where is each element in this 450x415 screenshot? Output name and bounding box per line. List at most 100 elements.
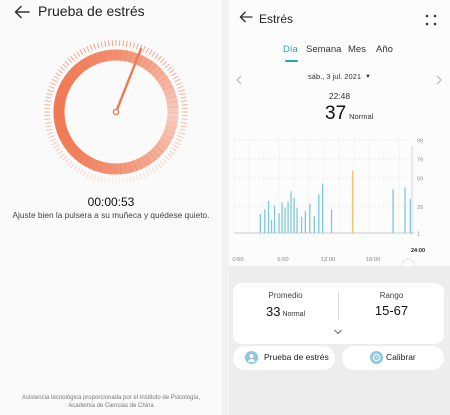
- dial-ring-segment: [129, 51, 138, 64]
- dial-ring-segment: [137, 55, 148, 68]
- dial-ring-segment: [120, 49, 128, 62]
- dial-ring-segment: [133, 158, 143, 171]
- calibrate-button-label: Calibrar: [386, 352, 416, 362]
- dial-tick: [181, 118, 188, 121]
- date-label: sáb., 3 jul. 2021: [308, 72, 361, 81]
- dial-ring-segment: [53, 100, 66, 108]
- dial-tick: [171, 147, 177, 152]
- stress-bar: [300, 216, 303, 233]
- dial-ring-segment: [75, 151, 87, 164]
- dial-ring: [53, 49, 179, 175]
- dial-ring-segment: [162, 85, 175, 95]
- dial-tick: [50, 82, 56, 86]
- dial-ring-segment: [124, 161, 133, 174]
- back-arrow-icon[interactable]: [239, 11, 255, 25]
- calibrate-button[interactable]: Calibrar: [342, 346, 444, 370]
- dial-ring-segment: [166, 116, 179, 124]
- dial-tick: [178, 89, 185, 93]
- dial-needle: [114, 47, 143, 114]
- stress-bar: [330, 209, 333, 233]
- dial-tick: [145, 170, 150, 177]
- dial-tick: [55, 147, 61, 152]
- stress-bar: [304, 211, 306, 233]
- stress-bar: [313, 215, 315, 233]
- stress-bar: [284, 207, 286, 233]
- dial-tick: [171, 72, 177, 77]
- dial-ring-segment: [128, 160, 138, 173]
- dial-tick: [122, 40, 125, 47]
- dial-tick: [174, 141, 181, 146]
- dial-ring-segment: [68, 67, 80, 79]
- dial-tick: [82, 47, 87, 54]
- dial-ring-segment: [165, 120, 178, 129]
- dial-ring-segment: [155, 71, 168, 83]
- next-day-icon[interactable]: [435, 72, 443, 85]
- average-number: 33: [265, 304, 281, 319]
- dial-ring-segment: [79, 153, 91, 167]
- dial-ring-segment: [104, 162, 112, 175]
- dial-tick: [166, 153, 173, 158]
- dial-ring-segment: [94, 160, 103, 173]
- dial-ring-segment: [57, 129, 70, 139]
- dial-tick: [154, 165, 159, 171]
- dial-tick: [57, 150, 63, 155]
- dial-ring-segment: [64, 141, 77, 153]
- stress-bar: [281, 202, 283, 233]
- dial-tick: [62, 63, 68, 69]
- dial-tick: [89, 44, 93, 51]
- dial-ring-segment: [55, 124, 68, 134]
- dial-tick: [100, 41, 103, 48]
- previous-day-icon[interactable]: [235, 72, 243, 85]
- x-tick-label: 0:00: [232, 257, 243, 263]
- dial-ring-segment: [164, 90, 177, 100]
- dial-tick: [178, 131, 185, 135]
- dial-tick: [125, 40, 128, 47]
- dial-ring-segment: [162, 129, 175, 139]
- back-arrow-icon[interactable]: [14, 5, 30, 19]
- dial-ring-segment: [84, 55, 95, 68]
- dial-tick: [55, 72, 61, 77]
- stress-test-button[interactable]: Prueba de estrés: [233, 346, 335, 370]
- summary-area: Promedio 33 Normal Rango 15-67 Prueba de …: [229, 266, 450, 415]
- date-selector[interactable]: sáb., 3 jul. 2021 ▼: [229, 72, 450, 81]
- dial-tick: [172, 144, 179, 149]
- dial-tick: [51, 141, 58, 146]
- dial-tick: [45, 96, 52, 99]
- dial-tick: [86, 46, 90, 52]
- dial-tick: [67, 160, 73, 166]
- dial-tick: [96, 42, 100, 49]
- tab-month[interactable]: Mes: [348, 44, 366, 55]
- dial-ring-segment: [166, 101, 179, 109]
- chevron-down-icon[interactable]: [333, 323, 343, 335]
- tab-year[interactable]: Año: [376, 44, 393, 55]
- dial-tick: [104, 40, 107, 47]
- dial-ring-segment: [89, 158, 99, 171]
- more-options-icon[interactable]: [425, 13, 437, 26]
- dial-tick: [132, 42, 136, 49]
- dial-tick: [59, 153, 66, 158]
- dial-tick: [157, 55, 162, 62]
- dial-tick: [172, 75, 179, 80]
- average-value: 33 Normal: [233, 303, 338, 321]
- dial-ring-segment: [165, 95, 178, 104]
- tab-day[interactable]: Día: [283, 44, 298, 55]
- tab-week[interactable]: Semana: [306, 44, 342, 55]
- dial-ring-segment: [61, 75, 75, 87]
- dial-tick: [162, 158, 168, 164]
- range-label: Rango: [379, 291, 404, 300]
- dial-tick: [100, 176, 103, 183]
- dial-tick: [132, 175, 136, 182]
- dial-ring-segment: [89, 53, 99, 66]
- instruction-text: Ajuste bien la pulsera a su muñeca y qué…: [12, 210, 210, 220]
- dial-ring-segment: [160, 133, 173, 144]
- dial-tick: [45, 125, 52, 128]
- dial-ring-segment: [152, 145, 164, 157]
- dial-tick: [174, 78, 181, 83]
- dial-tick: [107, 177, 110, 184]
- dial-tick: [164, 155, 170, 161]
- dial-ring-segment: [64, 71, 77, 83]
- dial-ring-segment: [84, 156, 95, 169]
- dial-tick: [142, 46, 146, 52]
- stress-chart[interactable]: 1 29 59 79 99 0:00 6:00 12:00 18:00 24:00: [229, 130, 450, 275]
- dial-ring-segment: [145, 151, 157, 164]
